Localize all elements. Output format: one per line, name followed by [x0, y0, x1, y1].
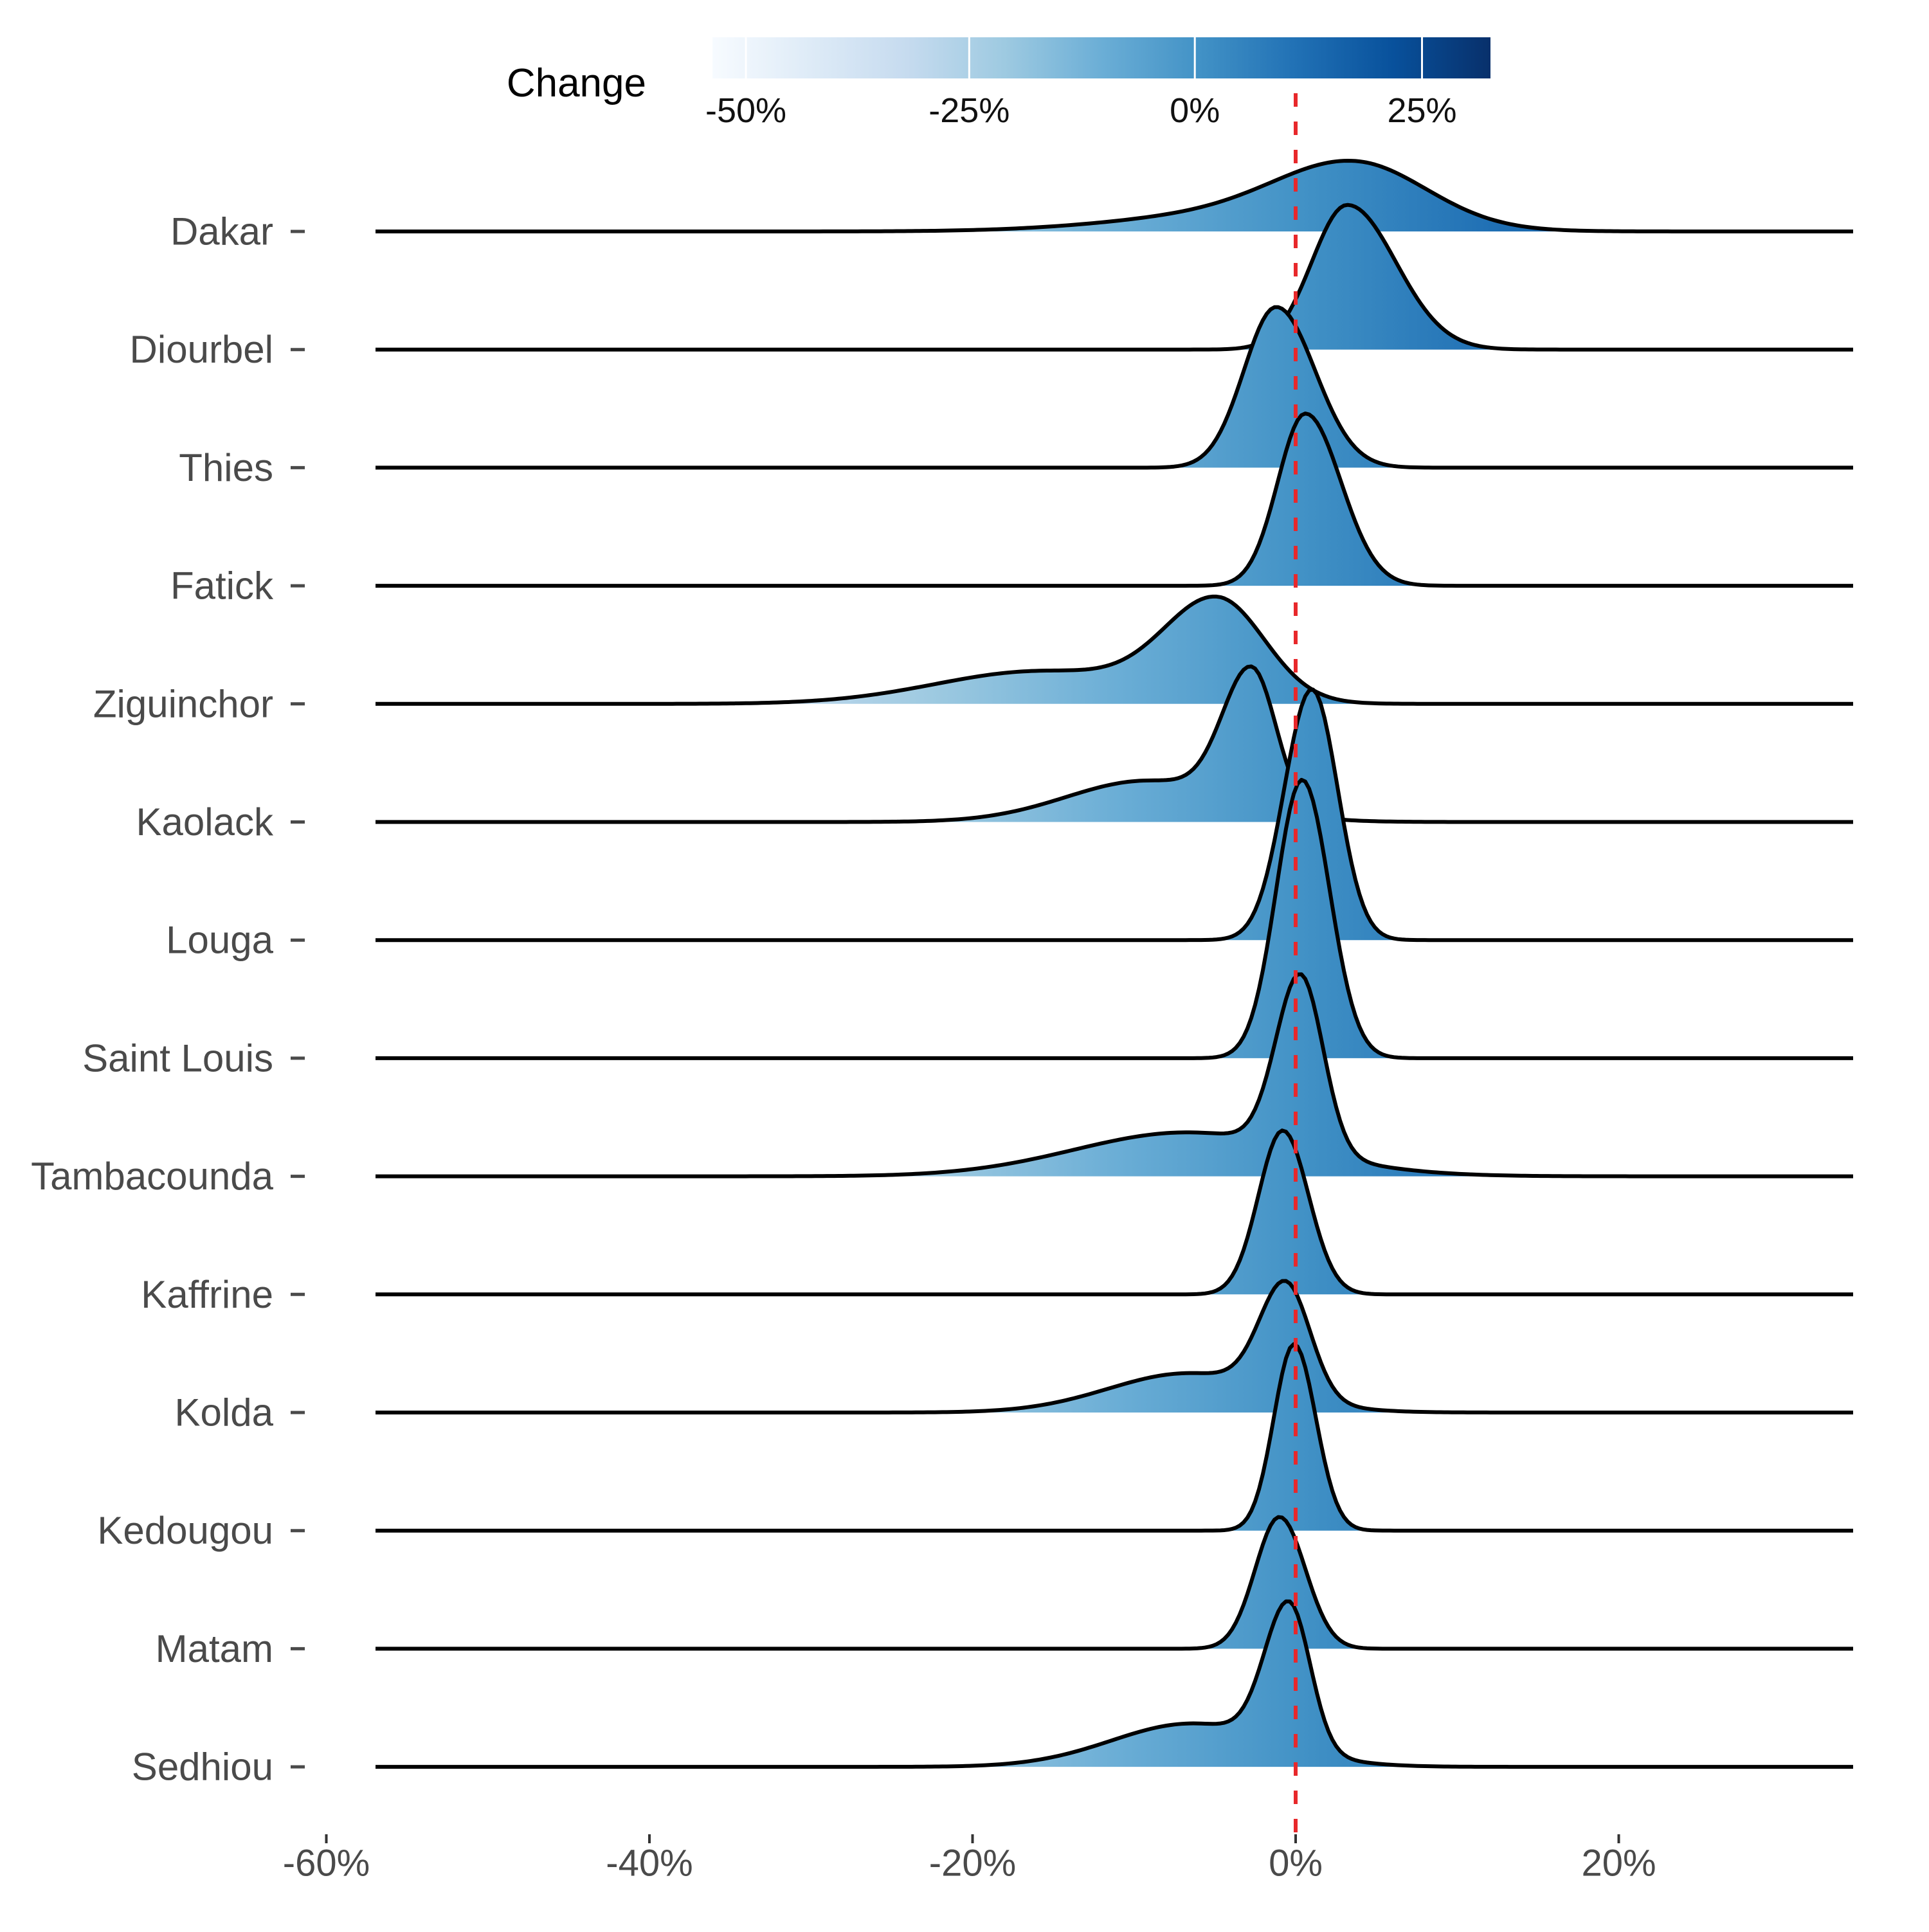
- ridge-outline: [376, 594, 1853, 706]
- ridge-row: [376, 1342, 1856, 1533]
- ridge-outline: [376, 1342, 1853, 1533]
- x-tick-label: -60%: [283, 1843, 370, 1884]
- y-axis-label: Saint Louis: [82, 1036, 273, 1079]
- ridge-outline: [376, 203, 1853, 352]
- ridge-fill: [376, 1281, 1856, 1413]
- ridge-outline: [376, 159, 1853, 233]
- ridge-outline: [376, 664, 1853, 824]
- legend-ticks: [745, 37, 1424, 78]
- ridge-outline: [376, 1279, 1853, 1414]
- ridge-fill: [376, 1517, 1856, 1649]
- ridge-row: [376, 159, 1856, 233]
- y-axis-label: Matam: [156, 1627, 273, 1670]
- ridge-outline: [376, 1515, 1853, 1651]
- x-tick-label: -20%: [929, 1843, 1016, 1884]
- ridge-fill: [376, 413, 1856, 586]
- ridge-outline: [376, 411, 1853, 588]
- y-axis-label: Kedougou: [97, 1509, 273, 1552]
- legend-tick-label: 0%: [1170, 91, 1220, 130]
- y-axis-label: Louga: [166, 919, 273, 962]
- y-axis-label: Diourbel: [130, 328, 273, 371]
- y-axis-label: Dakar: [170, 210, 273, 253]
- ridge-outline: [376, 972, 1853, 1178]
- x-axis: -60% -40% -20% 0% 20%: [283, 1834, 1656, 1884]
- ridge-outline: [376, 777, 1853, 1060]
- ridge-row: [376, 203, 1856, 352]
- y-axis-label: Fatick: [170, 564, 274, 608]
- y-axis-label: Kaffrine: [141, 1273, 273, 1316]
- y-axis-label: Sedhiou: [132, 1746, 273, 1789]
- ridge-row: [376, 687, 1856, 943]
- ridge-row: [376, 305, 1856, 470]
- ridge-outline: [376, 1128, 1853, 1297]
- x-tick-label: -40%: [606, 1843, 693, 1884]
- ridge-row: [376, 1515, 1856, 1651]
- y-axis: Dakar Diourbel Thies Fatick Ziguinchor Kaolac…: [31, 210, 305, 1789]
- ridge-fill: [376, 666, 1856, 822]
- x-tick-label: 0%: [1269, 1843, 1323, 1884]
- ridge-outline: [376, 305, 1853, 470]
- legend-tick-label: -25%: [928, 91, 1010, 130]
- ridges-layer: [376, 159, 1856, 1769]
- ridge-row: [376, 777, 1856, 1060]
- legend-labels: -50% -25% 0% 25%: [705, 91, 1457, 130]
- ridge-fill: [376, 307, 1856, 468]
- y-axis-label: Tambacounda: [31, 1155, 274, 1198]
- ridge-row: [376, 1599, 1856, 1769]
- y-axis-label: Ziguinchor: [93, 682, 273, 725]
- ridge-row: [376, 972, 1856, 1178]
- legend-colorbar: [712, 37, 1490, 78]
- ridge-row: [376, 664, 1856, 824]
- legend-tick-label: 25%: [1387, 91, 1456, 130]
- ridge-row: [376, 411, 1856, 588]
- legend-title: Change: [507, 61, 646, 105]
- ridge-fill: [376, 596, 1856, 704]
- x-tick-label: 20%: [1581, 1843, 1656, 1884]
- legend: Change -50% -25% 0% 25%: [507, 37, 1490, 130]
- ridge-outline: [376, 1599, 1853, 1769]
- y-axis-label: Thies: [179, 446, 273, 489]
- ridge-fill: [376, 1601, 1856, 1767]
- y-axis-label: Kolda: [175, 1391, 274, 1434]
- legend-tick-label: -50%: [705, 91, 786, 130]
- y-axis-label: Kaolack: [136, 800, 274, 844]
- ridge-row: [376, 1279, 1856, 1414]
- ridge-fill: [376, 974, 1856, 1177]
- ridge-fill: [376, 1344, 1856, 1531]
- ridge-row: [376, 594, 1856, 706]
- ridge-row: [376, 1128, 1856, 1297]
- ridge-outline: [376, 687, 1853, 943]
